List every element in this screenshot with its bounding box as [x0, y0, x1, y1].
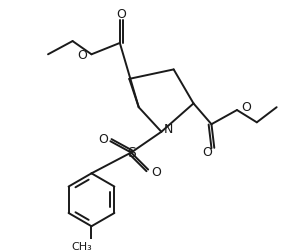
Text: N: N — [163, 123, 173, 136]
Text: O: O — [116, 8, 126, 21]
Text: CH₃: CH₃ — [72, 242, 92, 252]
Text: O: O — [77, 49, 87, 62]
Text: S: S — [127, 146, 136, 160]
Text: O: O — [151, 166, 161, 179]
Text: O: O — [202, 146, 212, 159]
Text: O: O — [98, 133, 108, 146]
Text: O: O — [242, 101, 251, 114]
